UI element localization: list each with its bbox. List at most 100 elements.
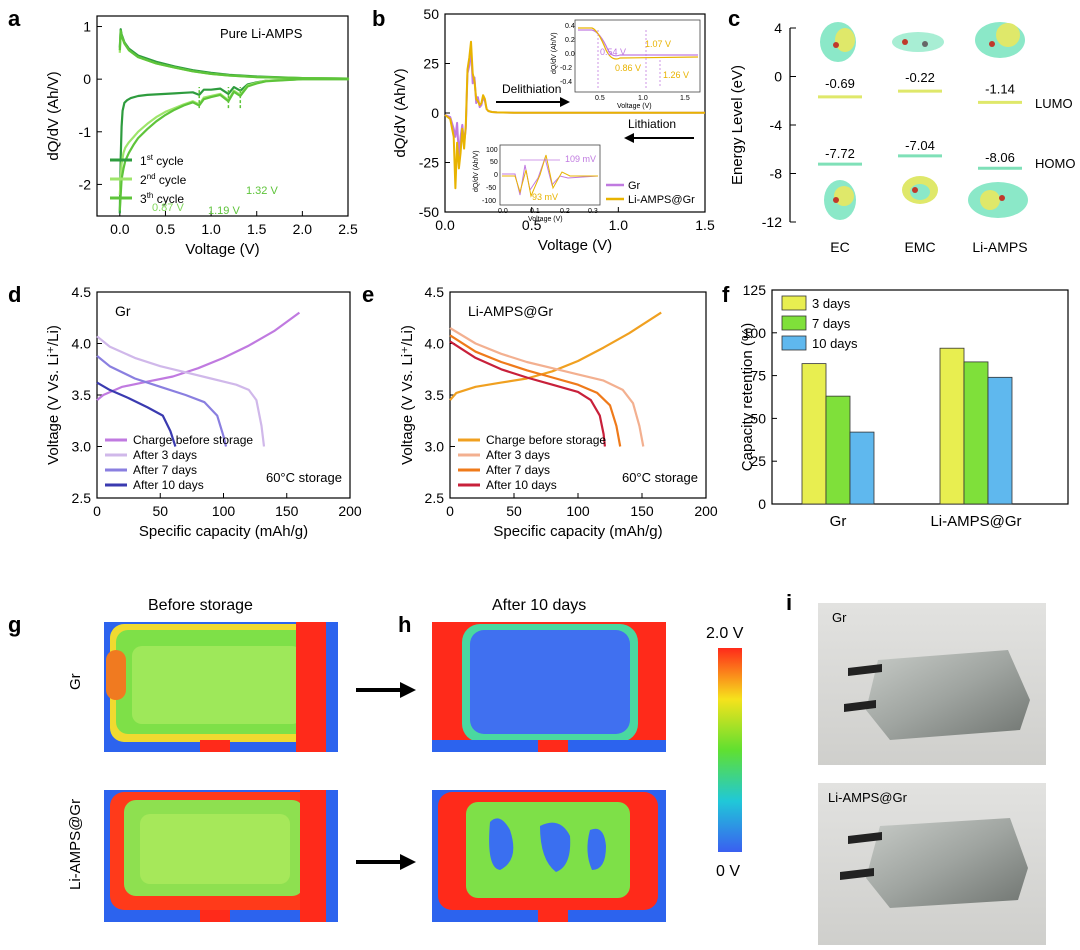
svg-text:Voltage (V): Voltage (V) <box>528 216 563 223</box>
d-series-3 <box>96 381 177 447</box>
a-ytick-label: 1 <box>83 19 91 35</box>
f-bar-0-1 <box>825 395 851 505</box>
e-xtick-label: 200 <box>694 503 718 519</box>
b-ytick-label: 25 <box>423 56 439 72</box>
panel-letter-g: g <box>8 612 21 637</box>
a-xtick-label: 1.5 <box>247 221 267 237</box>
e-ytick-label: 3.5 <box>425 387 445 403</box>
c-homo-value-1: -7.04 <box>905 138 935 153</box>
chart-d: 4.5 4.0 3.5 3.0 2.50 50 100 150 200 Specific capa… <box>45 284 362 540</box>
f-category-0: Gr <box>830 513 847 530</box>
delithiation-arrowhead <box>560 97 570 107</box>
e-series-1 <box>449 327 645 447</box>
emc-lumo-orbital <box>892 32 944 52</box>
c-ytick-label: 0 <box>774 69 782 85</box>
svg-text:50: 50 <box>490 159 498 166</box>
svg-text:0.1: 0.1 <box>530 208 540 215</box>
e-note: 60°C storage <box>622 470 698 485</box>
d-ytick-label: 4.5 <box>72 284 92 300</box>
a-xtick-label: 2.0 <box>293 221 313 237</box>
orbital-images <box>820 22 1028 220</box>
f-legend-label-1: 7 days <box>812 316 851 331</box>
b-ytick-label: 0 <box>431 105 439 121</box>
a-legend-label-0: 1st cycle <box>140 153 184 168</box>
b-series-1 <box>444 40 705 190</box>
colorbar-max: 2.0 V <box>706 625 744 642</box>
f-bar-1-0 <box>939 347 965 505</box>
arrow-gr-head <box>400 682 416 698</box>
svg-text:0.54 V: 0.54 V <box>600 47 626 57</box>
d-legend-label-3: After 10 days <box>133 478 204 492</box>
annot-132: 1.32 V <box>246 185 278 197</box>
photo-label-liamps: Li-AMPS@Gr <box>828 790 908 805</box>
panel-letter-e: e <box>362 282 374 307</box>
svg-text:1.5: 1.5 <box>680 95 690 102</box>
e-series-0 <box>449 311 662 401</box>
d-series-2 <box>96 355 228 447</box>
c-lumo-value-2: -1.14 <box>985 81 1015 96</box>
f-ytick-label: 100 <box>743 325 767 341</box>
panel-letter-c: c <box>728 6 740 31</box>
d-legend-label-2: After 7 days <box>133 463 197 477</box>
colorbar-min: 0 V <box>716 863 740 880</box>
a-xtick-label: 1.0 <box>201 221 221 237</box>
f-bar-1-1 <box>963 361 989 505</box>
b-xtick-label: 1.0 <box>609 217 629 233</box>
f-axes-frame <box>771 289 1069 505</box>
map-gr-before <box>104 622 338 752</box>
svg-text:1.0: 1.0 <box>638 95 648 102</box>
svg-text:0.0: 0.0 <box>565 51 575 58</box>
panel-letter-a: a <box>8 6 21 31</box>
c-category-1: EMC <box>904 239 935 255</box>
svg-text:1.26 V: 1.26 V <box>663 70 689 80</box>
a-ylabel: dQ/dV (Ah/V) <box>45 71 62 160</box>
a-xtick-label: 0.5 <box>156 221 176 237</box>
e-ylabel: Voltage (V Vs. Li⁺/Li) <box>399 325 416 465</box>
b-ytick-label: -50 <box>419 204 439 220</box>
thermal-title-after: After 10 days <box>492 597 586 614</box>
e-series-2 <box>449 334 622 447</box>
d-xtick-label: 50 <box>152 503 168 519</box>
chart-c: 4 0 -4 -8 -12 Energy Level (eV) -0.69 -7.72 EC -0… <box>729 20 1075 255</box>
f-ytick-label: 25 <box>750 453 766 469</box>
svg-text:100: 100 <box>486 147 498 154</box>
svg-text:1.07 V: 1.07 V <box>645 39 671 49</box>
thermal-row-liamps: Li-AMPS@Gr <box>67 799 84 890</box>
lithiation-label: Lithiation <box>628 117 676 131</box>
svg-text:0.3: 0.3 <box>588 208 598 215</box>
c-category-0: EC <box>830 239 849 255</box>
c-homo-value-2: -8.06 <box>985 150 1015 165</box>
map-liamps-after <box>432 790 666 922</box>
b-xtick-label: 0.0 <box>435 217 455 233</box>
e-legend-label-2: After 7 days <box>486 463 550 477</box>
c-ylabel: Energy Level (eV) <box>729 65 746 185</box>
d-title: Gr <box>115 303 131 319</box>
svg-text:Voltage (V): Voltage (V) <box>617 103 652 110</box>
f-legend-swatch-2 <box>781 335 807 351</box>
e-legend-label-1: After 3 days <box>486 448 550 462</box>
f-legend-swatch-1 <box>781 315 807 331</box>
b-ytick-label: -25 <box>419 155 439 171</box>
ec-lumo-orbital <box>820 22 856 62</box>
chart-a-title: Pure Li-AMPS <box>220 26 303 41</box>
e-xlabel: Specific capacity (mAh/g) <box>493 523 662 540</box>
arrow-liamps-head <box>400 854 416 870</box>
c-lumo-name: LUMO <box>1035 96 1073 111</box>
d-ytick-label: 4.0 <box>72 336 92 352</box>
f-bar-1-2 <box>987 376 1013 505</box>
f-ytick-label: 75 <box>750 368 766 384</box>
d-xtick-label: 200 <box>338 503 362 519</box>
e-ytick-label: 4.0 <box>425 336 445 352</box>
a-ytick-label: 0 <box>83 71 91 87</box>
f-ytick-label: 125 <box>743 282 767 298</box>
c-category-2: Li-AMPS <box>972 239 1027 255</box>
f-legend-label-0: 3 days <box>812 296 851 311</box>
d-ytick-label: 2.5 <box>72 490 92 506</box>
delithiation-label: Delithiation <box>502 82 561 96</box>
f-ylabel: Capacity retention (%) <box>739 323 756 471</box>
a-xlabel: Voltage (V) <box>185 241 259 258</box>
f-ytick-label: 50 <box>750 410 766 426</box>
photo-gr: Gr <box>818 603 1046 765</box>
e-legend-label-3: After 10 days <box>486 478 557 492</box>
